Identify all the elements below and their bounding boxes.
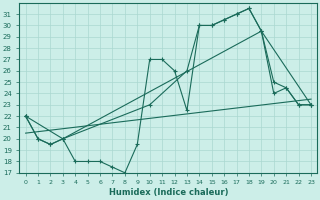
X-axis label: Humidex (Indice chaleur): Humidex (Indice chaleur) <box>108 188 228 197</box>
